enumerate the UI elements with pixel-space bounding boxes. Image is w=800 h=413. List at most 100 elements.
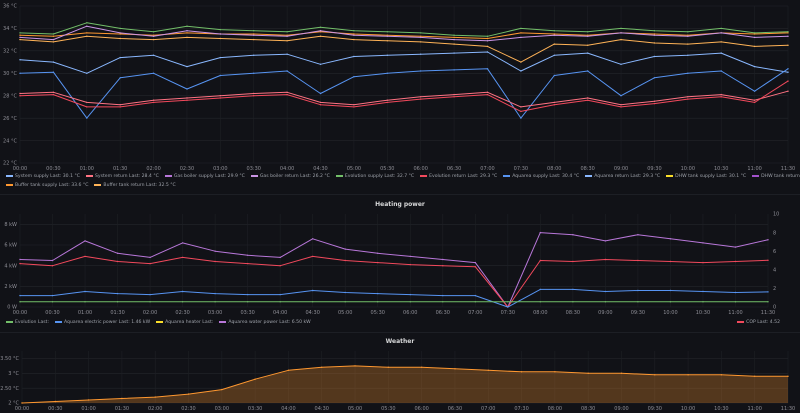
- legend-item[interactable]: Aquarea return Last: 29.3 °C: [585, 174, 660, 179]
- legend-item[interactable]: Buffer tank return Last: 32.5 °C: [94, 183, 176, 188]
- legend-label: Buffer tank return Last: 32.5 °C: [103, 183, 176, 188]
- data-point: [486, 93, 489, 96]
- legend-item[interactable]: Gas boiler return Last: 26.2 °C: [250, 174, 330, 179]
- y2-tick-label: 6: [773, 249, 776, 255]
- x-tick-label: 01:00: [80, 166, 94, 172]
- data-point: [669, 260, 672, 263]
- legend-item[interactable]: System supply Last: 30.1 °C: [6, 174, 80, 179]
- data-point: [353, 33, 355, 35]
- data-point: [52, 33, 55, 35]
- data-point: [587, 52, 589, 54]
- data-point: [152, 72, 155, 75]
- data-point: [620, 106, 622, 108]
- x-tick-label: 11:00: [747, 406, 761, 412]
- x-tick-label: 10:00: [681, 166, 695, 172]
- weather-chart: 2 °C 2.50 °C 3 °C 3.50 °C 00:00 00:30 01:00 01:…: [0, 351, 795, 412]
- data-point: [572, 260, 574, 263]
- y-tick-label: 24 °C: [3, 138, 17, 144]
- x-tick-label: 11:00: [747, 166, 761, 172]
- x-tick-label: 04:30: [315, 406, 329, 412]
- data-point: [119, 27, 121, 30]
- x-tick-label: 07:30: [501, 310, 515, 316]
- data-point: [52, 61, 55, 63]
- legend-item[interactable]: Buffer tank supply Last: 33.6 °C: [6, 183, 88, 188]
- data-point: [653, 42, 656, 44]
- data-point: [253, 54, 255, 56]
- data-point: [787, 44, 789, 46]
- data-point: [767, 291, 769, 293]
- legend-item[interactable]: DHW tank return Last:: [752, 174, 800, 179]
- x-tick-label: 08:30: [566, 310, 580, 316]
- data-point: [386, 40, 388, 42]
- legend-item[interactable]: Aquarea water power Last: 6.50 kW: [219, 320, 311, 325]
- data-point: [149, 256, 151, 259]
- data-point: [486, 37, 489, 40]
- data-point: [253, 95, 255, 97]
- data-point: [186, 88, 188, 90]
- x-tick-label: 04:30: [313, 166, 327, 172]
- x-tick-label: 03:00: [213, 166, 227, 172]
- data-point: [19, 32, 21, 34]
- legend-label: Evolution return Last: 29.3 °C: [429, 174, 498, 179]
- legend-swatch: [6, 183, 13, 186]
- legend-swatch: [156, 320, 164, 323]
- data-point: [653, 55, 656, 58]
- x-tick-label: 05:00: [338, 310, 352, 316]
- data-point: [486, 35, 489, 37]
- data-point: [753, 65, 756, 68]
- legend-label: Gas boiler supply Last: 29.9 °C: [173, 174, 245, 179]
- data-point: [637, 234, 639, 236]
- data-point: [720, 93, 722, 96]
- data-point: [119, 106, 121, 108]
- data-point: [219, 33, 221, 35]
- data-point: [587, 44, 589, 46]
- x-tick-label: 07:00: [468, 310, 482, 316]
- data-point: [119, 32, 121, 34]
- legend-item[interactable]: COP Last: 4.52: [737, 320, 780, 325]
- data-point: [84, 240, 86, 242]
- legend-item[interactable]: DHW tank supply Last: 30.1 °C: [666, 174, 746, 179]
- x-tick-label: 11:30: [781, 166, 795, 172]
- legend-item[interactable]: Aquarea electric power Last: 1.46 kW: [55, 320, 150, 325]
- data-point: [377, 301, 379, 303]
- data-point: [253, 33, 255, 35]
- x-tick-label: 00:30: [48, 406, 62, 412]
- data-point: [687, 96, 689, 98]
- x-tick-label: 10:00: [663, 310, 677, 316]
- legend-label: System supply Last: 30.1 °C: [15, 174, 80, 179]
- data-point: [687, 54, 689, 56]
- data-point: [507, 306, 509, 308]
- legend-item[interactable]: Aquarea heater Last:: [156, 320, 213, 325]
- data-point: [219, 97, 221, 99]
- legend-item[interactable]: Evolution supply Last: 32.7 °C: [335, 174, 414, 179]
- data-point: [442, 294, 444, 297]
- data-point: [344, 248, 346, 250]
- x-tick-label: 02:00: [146, 166, 160, 172]
- data-point: [453, 43, 455, 45]
- data-point: [286, 35, 288, 37]
- heating-power-panel: Heating power 0 W 2 kW 4 kW 6 kW 8 kW 0 2 4 6 8 10…: [0, 196, 800, 330]
- legend-item[interactable]: Aquarea supply Last: 30.4 °C: [503, 174, 579, 179]
- data-point: [620, 38, 622, 41]
- data-point: [186, 99, 188, 101]
- x-tick-label: 11:30: [781, 406, 795, 412]
- legend-item[interactable]: Evolution return Last: 29.3 °C: [420, 174, 497, 179]
- data-point: [486, 51, 489, 53]
- x-tick-label: 04:00: [273, 310, 287, 316]
- legend-item[interactable]: System return Last: 28.4 °C: [85, 174, 159, 179]
- legend-swatch: [335, 174, 343, 177]
- y-tick-label: 3.50 °C: [0, 356, 19, 362]
- legend-item[interactable]: Gas boiler supply Last: 29.9 °C: [164, 174, 245, 179]
- data-point: [702, 290, 704, 293]
- x-tick-label: 05:30: [381, 406, 395, 412]
- data-point: [702, 301, 704, 303]
- data-point: [319, 63, 322, 65]
- data-point: [52, 91, 55, 94]
- data-point: [84, 255, 86, 258]
- legend-swatch: [250, 174, 258, 177]
- panel-divider: [0, 332, 800, 333]
- x-tick-label: 00:30: [45, 310, 59, 316]
- data-point: [604, 240, 607, 242]
- x-tick-label: 06:00: [403, 310, 417, 316]
- legend-item[interactable]: Evolution Last:: [6, 320, 49, 325]
